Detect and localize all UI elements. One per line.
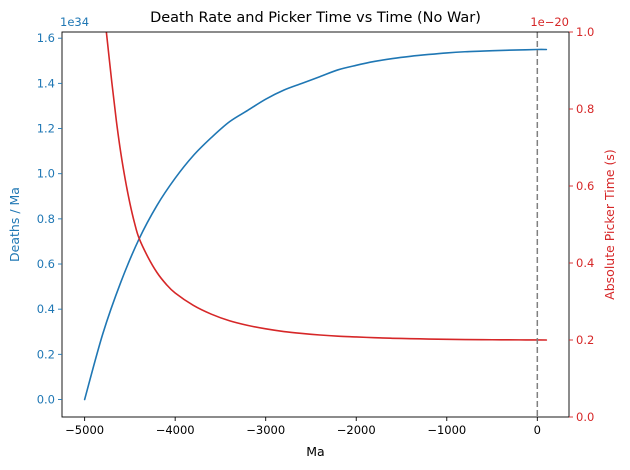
- y-left-tick-label: 0.6: [37, 257, 55, 271]
- x-tick-label: −2000: [337, 423, 376, 437]
- y-axis-right-label: Absolute Picker Time (s): [602, 149, 617, 300]
- y-axis-right-offset-text: 1e−20: [530, 15, 569, 29]
- y-left-tick-label: 1.6: [37, 31, 55, 45]
- x-tick-label: −5000: [65, 423, 104, 437]
- picker-time-line: [105, 32, 548, 341]
- y-left-tick-label: 1.0: [37, 167, 55, 181]
- x-axis-label: Ma: [306, 444, 324, 459]
- y-right-tick-label: 0.2: [576, 333, 594, 347]
- plot-area: [62, 32, 569, 417]
- y-axis-left: 0.0 0.2 0.4 0.6 0.8 1.0 1.2 1.4 1.6: [37, 31, 62, 407]
- y-left-tick-label: 0.0: [37, 393, 55, 407]
- y-right-tick-label: 0.0: [576, 410, 594, 424]
- y-axis-left-offset-text: 1e34: [60, 15, 89, 29]
- y-left-tick-label: 0.8: [37, 212, 55, 226]
- x-axis: −5000 −4000 −3000 −2000 −1000 0: [65, 417, 541, 437]
- death-rate-line: [83, 48, 548, 401]
- y-left-tick-label: 1.4: [37, 76, 55, 90]
- x-tick-label: −3000: [246, 423, 285, 437]
- y-right-tick-label: 0.8: [576, 102, 594, 116]
- y-right-tick-label: 0.4: [576, 256, 594, 270]
- y-left-tick-label: 0.4: [37, 302, 55, 316]
- plot-frame: [61, 31, 570, 418]
- chart-title: Death Rate and Picker Time vs Time (No W…: [150, 10, 481, 26]
- x-tick-label: 0: [534, 423, 541, 437]
- y-right-tick-label: 1.0: [576, 25, 594, 39]
- y-axis-right: 0.0 0.2 0.4 0.6 0.8 1.0: [569, 25, 594, 424]
- y-axis-left-label: Deaths / Ma: [7, 187, 22, 262]
- y-left-tick-label: 1.2: [37, 122, 55, 136]
- y-left-tick-label: 0.2: [37, 347, 55, 361]
- x-tick-label: −4000: [156, 423, 195, 437]
- series-layer: [83, 32, 548, 401]
- x-tick-label: −1000: [427, 423, 466, 437]
- y-right-tick-label: 0.6: [576, 179, 594, 193]
